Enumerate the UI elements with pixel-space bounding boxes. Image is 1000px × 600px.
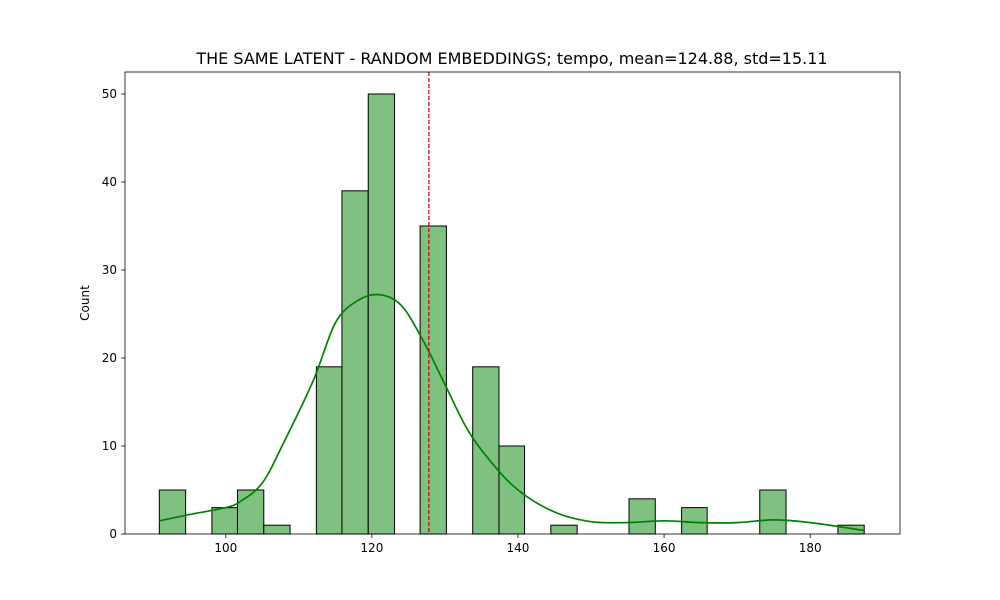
histogram-bar-15 [550,524,578,535]
histogram-bar-23 [759,489,787,535]
histogram-bar-2 [211,507,238,535]
histogram-bar-7 [341,190,369,535]
histogram-bar-6 [315,366,343,535]
y-tick-label-20: 20 [102,351,117,365]
histogram-bars [158,93,865,535]
y-tick-label-40: 40 [102,175,117,189]
x-tick-label-160: 160 [653,541,676,555]
x-tick-label-100: 100 [214,541,237,555]
x-tick-label-180: 180 [799,541,822,555]
histogram-bar-8 [367,93,396,535]
histogram-bar-18 [628,498,656,535]
histogram-bar-20 [681,507,708,535]
chart-title: THE SAME LATENT - RANDOM EMBEDDINGS; tem… [195,49,827,68]
histogram-bar-0 [158,489,187,535]
histogram-bar-4 [263,524,291,535]
y-axis-ticks: 0 10 20 30 40 50 [102,87,125,541]
kde-curve [159,293,865,532]
histogram-bar-12 [472,366,500,535]
y-tick-label-30: 30 [102,263,117,277]
x-axis-ticks: 100 120 140 160 180 [214,534,822,555]
plot-frame [124,71,901,535]
x-tick-label-140: 140 [507,541,530,555]
y-axis-label: Count [78,285,92,321]
y-tick-label-0: 0 [109,527,117,541]
histogram-bar-3 [236,489,265,535]
y-tick-label-50: 50 [102,87,117,101]
histogram-bar-13 [498,445,526,535]
x-tick-label-120: 120 [360,541,383,555]
y-tick-label-10: 10 [102,439,117,453]
